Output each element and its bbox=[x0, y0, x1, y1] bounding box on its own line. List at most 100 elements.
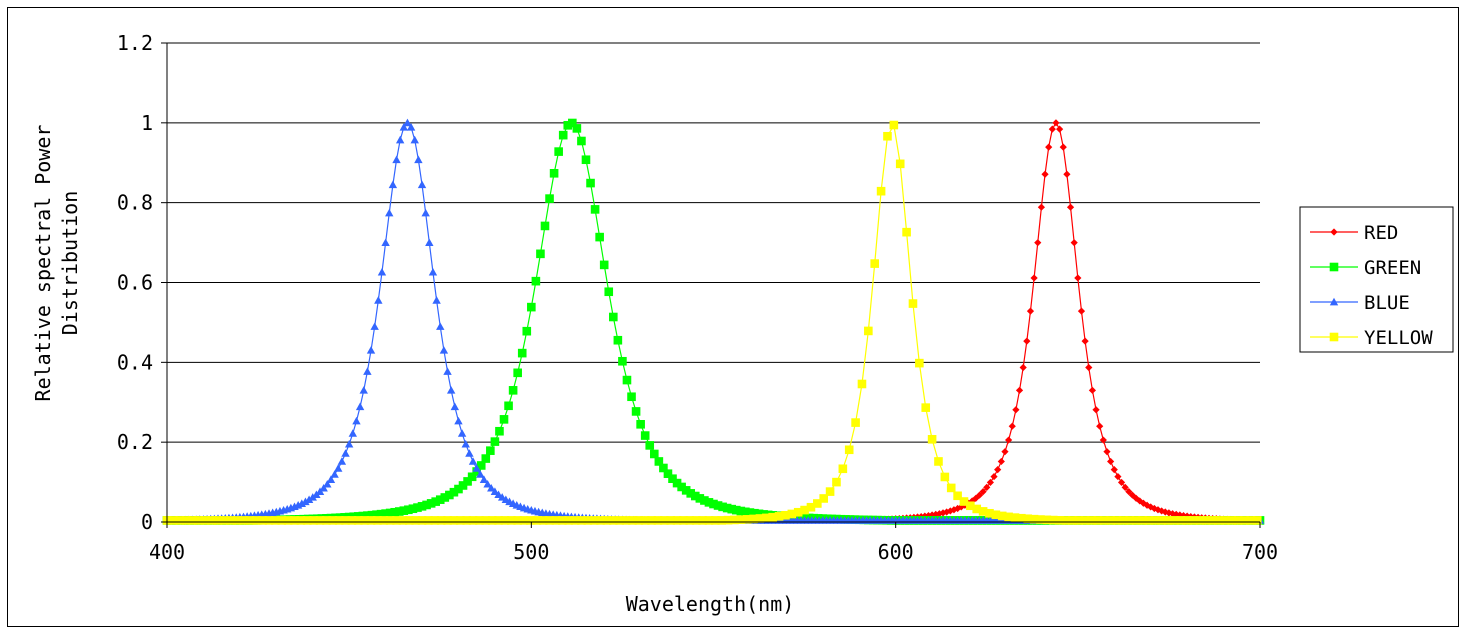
data-point-red bbox=[1085, 363, 1093, 372]
data-point-yellow bbox=[545, 516, 554, 525]
data-point-yellow bbox=[1176, 516, 1186, 525]
data-point-green bbox=[527, 302, 536, 312]
data-point-yellow bbox=[538, 516, 548, 525]
data-point-green bbox=[572, 124, 582, 133]
data-point-yellow bbox=[481, 516, 491, 525]
data-point-green bbox=[394, 507, 404, 516]
x-tick-label: 500 bbox=[513, 540, 549, 564]
data-point-green bbox=[517, 348, 527, 358]
data-point-blue bbox=[363, 367, 372, 375]
data-point-red bbox=[1045, 143, 1053, 151]
data-point-yellow bbox=[768, 512, 778, 522]
data-point-yellow bbox=[226, 516, 236, 525]
data-point-yellow bbox=[1036, 515, 1045, 524]
data-point-blue bbox=[410, 135, 419, 144]
data-point-green bbox=[445, 490, 454, 500]
data-point-yellow bbox=[468, 516, 478, 525]
data-point-yellow bbox=[290, 516, 299, 525]
data-point-yellow bbox=[609, 516, 618, 525]
data-point-yellow bbox=[264, 516, 274, 525]
data-point-yellow bbox=[685, 516, 695, 525]
data-point-red bbox=[946, 507, 954, 515]
data-point-green bbox=[690, 491, 700, 501]
data-point-red bbox=[1110, 466, 1118, 474]
y-tick-label: 1 bbox=[141, 111, 153, 135]
data-point-yellow bbox=[742, 515, 752, 524]
data-point-yellow bbox=[1042, 515, 1052, 525]
data-point-green bbox=[700, 496, 709, 505]
data-point-yellow bbox=[239, 516, 248, 525]
series-green bbox=[162, 118, 1265, 525]
data-point-red bbox=[1103, 448, 1111, 456]
data-point-yellow bbox=[793, 507, 803, 517]
data-point-green bbox=[513, 368, 522, 378]
data-point-yellow bbox=[895, 159, 905, 169]
data-point-red bbox=[990, 472, 998, 481]
legend-label: YELLOW bbox=[1364, 327, 1433, 349]
data-point-yellow bbox=[181, 516, 191, 525]
legend-marker bbox=[1329, 262, 1339, 272]
data-point-red bbox=[1074, 274, 1082, 282]
data-point-yellow bbox=[347, 516, 357, 525]
data-point-yellow bbox=[366, 516, 376, 525]
data-point-yellow bbox=[220, 516, 229, 525]
data-point-yellow bbox=[1010, 513, 1020, 522]
data-point-yellow bbox=[672, 516, 682, 525]
series-red bbox=[746, 119, 1264, 525]
data-point-yellow bbox=[1074, 516, 1084, 525]
data-point-yellow bbox=[360, 516, 369, 525]
data-point-yellow bbox=[813, 499, 822, 508]
data-point-yellow bbox=[283, 516, 293, 525]
data-point-blue bbox=[377, 267, 387, 276]
data-point-green bbox=[426, 499, 436, 508]
data-point-yellow bbox=[277, 516, 287, 525]
data-point-green bbox=[718, 502, 727, 512]
data-point-yellow bbox=[500, 516, 510, 525]
data-point-red bbox=[1096, 422, 1104, 430]
data-point-blue bbox=[465, 449, 474, 457]
data-point-yellow bbox=[940, 472, 950, 482]
data-point-yellow bbox=[628, 516, 637, 525]
data-point-green bbox=[390, 507, 400, 517]
legend-marker bbox=[1330, 228, 1338, 236]
data-point-blue bbox=[406, 123, 416, 131]
data-point-yellow bbox=[207, 516, 216, 525]
data-point-blue bbox=[425, 238, 434, 247]
data-point-yellow bbox=[819, 494, 829, 503]
data-point-blue bbox=[479, 475, 489, 483]
data-point-green bbox=[695, 494, 705, 503]
data-point-yellow bbox=[915, 358, 924, 368]
x-axis-title: Wavelength(nm) bbox=[626, 592, 795, 616]
data-point-yellow bbox=[653, 516, 663, 525]
data-point-red bbox=[1092, 406, 1100, 414]
data-point-blue bbox=[472, 464, 481, 472]
data-point-green bbox=[554, 147, 563, 156]
data-point-green bbox=[677, 482, 686, 492]
data-point-yellow bbox=[934, 457, 943, 466]
data-point-yellow bbox=[889, 120, 899, 130]
data-point-yellow bbox=[558, 516, 567, 525]
data-point-green bbox=[363, 511, 372, 520]
data-point-green bbox=[413, 503, 422, 512]
data-point-yellow bbox=[806, 502, 816, 512]
data-point-yellow bbox=[443, 516, 452, 525]
data-point-yellow bbox=[647, 516, 656, 525]
data-point-red bbox=[1063, 170, 1071, 178]
data-point-red bbox=[1048, 125, 1056, 133]
data-point-green bbox=[454, 484, 463, 494]
data-point-red bbox=[1172, 510, 1180, 518]
data-point-blue bbox=[421, 208, 430, 217]
data-point-blue bbox=[344, 439, 354, 448]
data-point-yellow bbox=[774, 512, 784, 521]
data-point-yellow bbox=[519, 516, 529, 525]
data-point-red bbox=[1012, 406, 1020, 414]
data-point-green bbox=[376, 509, 386, 519]
data-point-blue bbox=[381, 238, 390, 247]
data-point-yellow bbox=[978, 507, 988, 516]
data-point-green bbox=[750, 508, 759, 518]
tick-labels: 0 0.2 0.4 0.6 0.8 1 1.2 400 500 600 700 bbox=[117, 31, 1278, 564]
data-point-red bbox=[1015, 386, 1024, 394]
series-line-blue bbox=[166, 121, 1260, 521]
data-point-yellow bbox=[615, 516, 624, 525]
data-point-red bbox=[957, 503, 965, 511]
